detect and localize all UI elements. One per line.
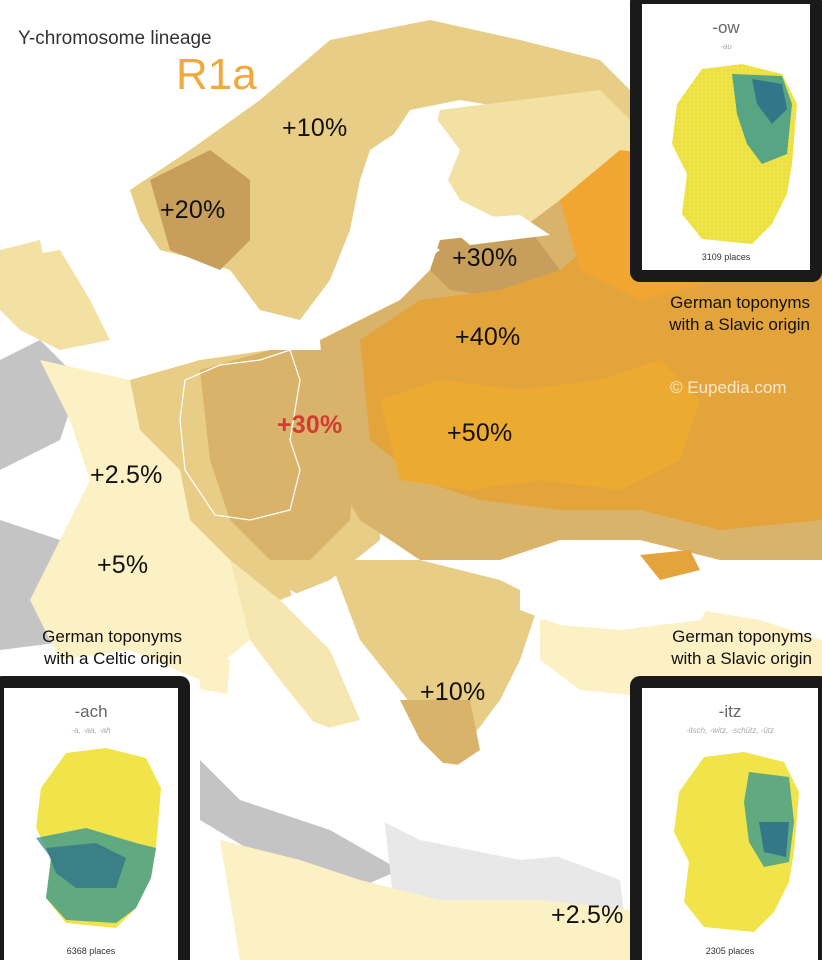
inset-itz-count: 2305 places	[705, 946, 755, 956]
inset-panel-ow: -ow -au 3109 places	[630, 0, 822, 282]
inset-panel-ach: -ach -a, -aa, -ah 6368 places	[0, 676, 190, 960]
haplogroup-title: R1a	[176, 50, 257, 99]
label-baltic: +30%	[452, 244, 518, 272]
label-ukraine: +50%	[447, 419, 513, 447]
baltic-sea	[300, 110, 460, 330]
slavic-itz-cluster-core	[759, 822, 789, 857]
mediterranean	[150, 680, 630, 860]
label-belarus: +40%	[455, 323, 521, 351]
label-scandinavia-north: +10%	[282, 114, 348, 142]
label-norway: +20%	[160, 196, 226, 224]
caption-ow-line2: with a Slavic origin	[669, 315, 810, 334]
zone-greece	[400, 700, 480, 770]
zone-pale-west	[30, 360, 250, 680]
inset-ach-count: 6368 places	[66, 946, 116, 956]
caption-ach-line2: with a Celtic origin	[44, 649, 182, 668]
caption-itz-line1: German toponyms	[672, 627, 812, 646]
celtic-cluster-core	[46, 843, 126, 888]
caption-ow-line1: German toponyms	[670, 293, 810, 312]
inset-itz-germany-map	[674, 752, 799, 932]
inset-itz-subtitle: -itsch, -witz, -schütz, -ütz	[685, 726, 774, 735]
inset-ow-count: 3109 places	[701, 252, 751, 262]
label-south-france: +5%	[97, 551, 149, 579]
inset-ach-title: -ach	[74, 702, 108, 721]
inset-panel-ow-inner: -ow -au 3109 places	[642, 4, 810, 270]
label-france: +2.5%	[90, 461, 163, 489]
caption-ach-line1: German toponyms	[42, 627, 182, 646]
inset-panel-ach-inner: -ach -a, -aa, -ah 6368 places	[4, 688, 178, 960]
gulf-finland	[440, 215, 550, 245]
zone-britain	[0, 250, 110, 350]
crimea	[640, 550, 700, 580]
zone-central-2	[200, 350, 360, 560]
title-subtitle: Y-chromosome lineage	[18, 28, 212, 49]
zone-pale-italy	[230, 560, 360, 730]
label-greece: +10%	[420, 678, 486, 706]
slavic-cluster-core	[752, 79, 787, 124]
caption-itz-line2: with a Slavic origin	[671, 649, 812, 668]
inset-panel-itz-inner: -itz -itsch, -witz, -schütz, -ütz 2305 p…	[642, 688, 818, 960]
black-sea	[520, 560, 720, 630]
inset-ow-subtitle: -au	[720, 42, 732, 51]
zone-scandinavia	[130, 20, 630, 320]
inset-panel-itz: -itz -itsch, -witz, -schütz, -ütz 2305 p…	[630, 676, 822, 960]
inset-ach-subtitle: -a, -aa, -ah	[71, 726, 111, 735]
zone-norway-west	[150, 150, 250, 270]
inset-ow-title: -ow	[712, 18, 740, 37]
germany-outline	[179, 349, 301, 521]
caption-ow: German toponyms with a Slavic origin	[600, 292, 810, 336]
land-gray-africa	[200, 760, 400, 900]
zone-pale-north-africa	[220, 840, 630, 960]
label-north-africa: +2.5%	[551, 901, 624, 929]
zone-east-50	[380, 360, 700, 490]
inset-itz-title: -itz	[718, 702, 742, 721]
caption-ach: German toponyms with a Celtic origin	[0, 626, 182, 670]
caption-itz: German toponyms with a Slavic origin	[600, 626, 812, 670]
inset-ow-germany-map	[672, 64, 797, 244]
inset-ach-germany-map	[36, 748, 161, 928]
adriatic	[290, 590, 370, 670]
label-germany: +30%	[277, 411, 343, 439]
watermark: © Eupedia.com	[670, 378, 787, 397]
zone-balkans	[330, 560, 540, 740]
